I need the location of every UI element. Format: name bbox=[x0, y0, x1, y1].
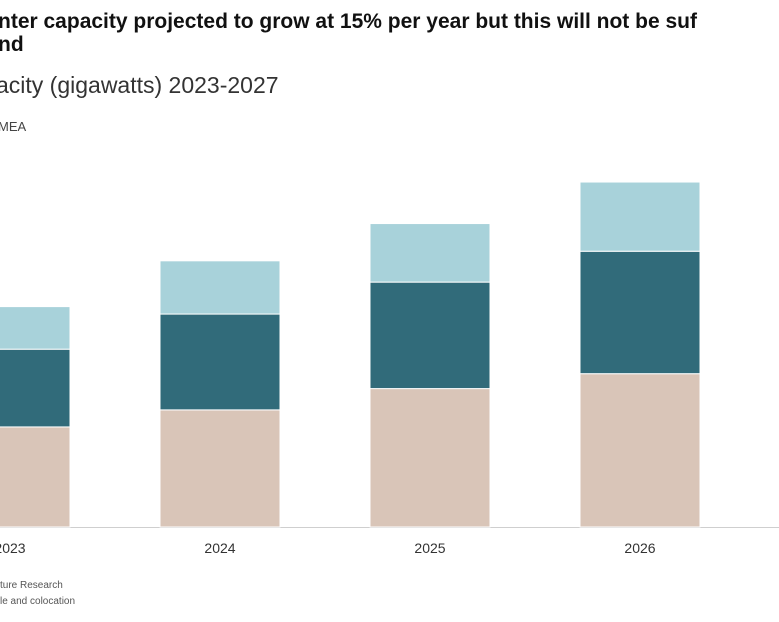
x-tick-label-2023: 2023 bbox=[0, 540, 26, 556]
bar-2026-middle bbox=[579, 250, 701, 375]
bar-2023-top bbox=[0, 306, 71, 350]
bar-2024-middle bbox=[159, 313, 281, 411]
bar-2024-bottom bbox=[159, 409, 281, 528]
bar-2025-top bbox=[369, 223, 491, 283]
bar-2025-bottom bbox=[369, 388, 491, 528]
x-tick-label-2025: 2025 bbox=[414, 540, 445, 556]
bar-2023-bottom bbox=[0, 426, 71, 528]
source-note: ture Research bbox=[0, 580, 63, 591]
bar-2024-top bbox=[159, 260, 281, 315]
bar-2025-middle bbox=[369, 281, 491, 390]
x-tick-label-2026: 2026 bbox=[624, 540, 655, 556]
chart-title: nter capacity projected to grow at 15% p… bbox=[0, 10, 697, 56]
bar-2026-top bbox=[579, 181, 701, 252]
x-tick-label-2024: 2024 bbox=[204, 540, 235, 556]
chart-subtitle: acity (gigawatts) 2023-2027 bbox=[0, 72, 279, 98]
definition-note: le and colocation bbox=[0, 596, 76, 607]
bar-2026-bottom bbox=[579, 373, 701, 528]
bar-2023-middle bbox=[0, 348, 71, 428]
region-label: MEA bbox=[0, 119, 27, 134]
